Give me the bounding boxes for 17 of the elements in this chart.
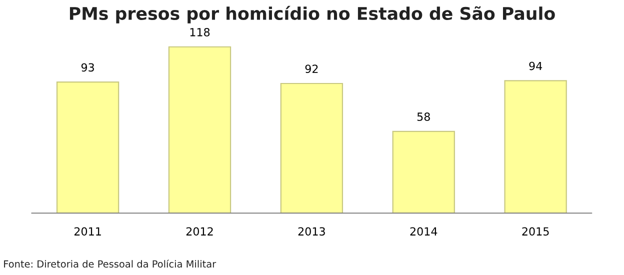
bar — [392, 130, 455, 214]
bar — [280, 82, 344, 214]
chart-title: PMs presos por homicídio no Estado de São Paulo — [70, 6, 555, 24]
x-tick-label: 2012 — [186, 227, 213, 236]
x-tick-label: 2014 — [410, 227, 438, 236]
x-tick-label: 2011 — [74, 227, 101, 236]
data-label: 94 — [529, 62, 542, 70]
x-tick-label: 2013 — [298, 227, 325, 236]
data-label: 58 — [417, 112, 430, 121]
bar — [168, 46, 232, 214]
data-label: 93 — [81, 63, 94, 72]
data-label: 118 — [190, 28, 210, 36]
x-tick-label: 2015 — [522, 227, 549, 236]
bar — [504, 80, 567, 214]
source-note: Fonte: Diretoria de Pessoal da Polícia Militar — [4, 260, 216, 268]
bar — [56, 82, 120, 214]
data-label: 92 — [305, 64, 318, 74]
